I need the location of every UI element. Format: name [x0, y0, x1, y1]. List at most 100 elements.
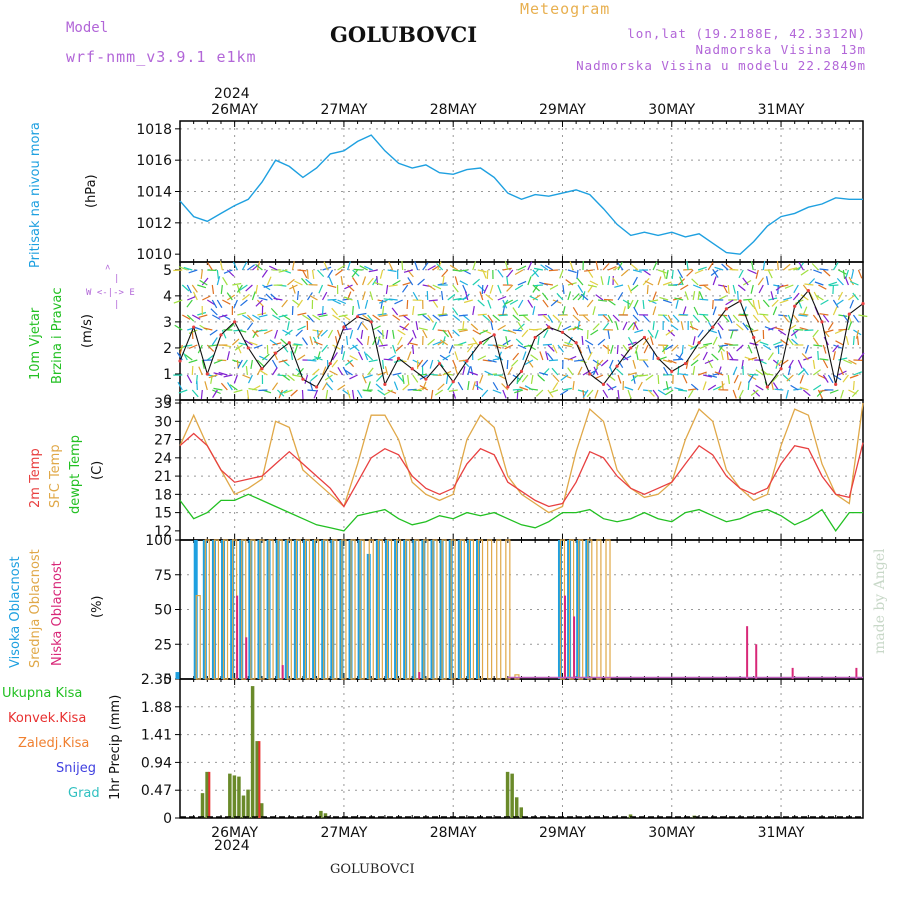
wind-arrow [673, 283, 683, 286]
wind-arrow [248, 341, 258, 346]
wind-arrow [432, 284, 442, 290]
wind-arrow [665, 389, 674, 396]
wind-speed-point [670, 369, 674, 373]
wind-arrow [427, 338, 435, 346]
wind-arrow [432, 314, 441, 321]
wind-arrow [842, 374, 849, 383]
wind-arrow [742, 277, 749, 286]
cloud-mid-bar [487, 539, 493, 680]
wind-arrow [514, 269, 524, 276]
wind-arrow [563, 357, 574, 361]
y-tick-label: 1012 [136, 216, 172, 232]
wind-arrow [541, 292, 549, 301]
wind-arrow [694, 269, 704, 275]
wind-arrow [327, 269, 334, 278]
wind-speed-point [260, 367, 264, 371]
wind-arrow [487, 314, 494, 323]
wind-arrow [855, 329, 860, 339]
wind-arrow [213, 387, 223, 391]
wind-arrow [321, 344, 328, 353]
wind-arrow [412, 306, 415, 316]
wind-arrow [502, 389, 507, 399]
wind-arrow [562, 306, 566, 316]
legend-zaledj-kisa: Zaledj.Kisa [18, 736, 90, 751]
wind-arrow [642, 299, 645, 310]
wind-arrow [835, 340, 844, 346]
wind-speed-point [369, 320, 373, 324]
wind-arrow [226, 292, 233, 301]
wind-arrow [845, 269, 850, 279]
wind-arrow [188, 329, 198, 334]
wind-arrow [767, 352, 774, 361]
wind-arrow [622, 355, 632, 361]
wind-arrow [828, 281, 838, 286]
wind-arrow [547, 389, 554, 398]
wind-arrow [388, 284, 398, 287]
wind-arrow [857, 269, 863, 279]
wind-arrow [727, 352, 734, 361]
wind-speed-point [246, 346, 250, 350]
wind-arrow [762, 344, 772, 351]
y-tick-label: 0.47 [141, 783, 172, 799]
wind-arrow [519, 386, 529, 391]
wind-arrow [838, 314, 848, 317]
wind-arrow [269, 265, 278, 271]
y-tick-label: 1.88 [141, 700, 172, 716]
wind-arrow [188, 359, 198, 364]
wind-arrow [256, 261, 261, 271]
y-tick-label: 12 [154, 524, 172, 540]
wind-arrow [246, 314, 255, 322]
wind-arrow [582, 291, 586, 301]
y-tick-label: 75 [154, 568, 172, 584]
wind-arrow [297, 354, 306, 361]
y-tick-label: 4 [163, 289, 172, 305]
wind-arrow [557, 321, 562, 331]
wind-arrow [382, 306, 385, 316]
cloud-mid-bar [432, 539, 438, 680]
wind-speed-point [424, 377, 428, 381]
wind-arrow [634, 344, 639, 354]
cloud-mid-bar [596, 539, 602, 680]
wind-arrow [712, 306, 717, 316]
wind-arrow [362, 291, 366, 301]
wind-speed-point [779, 367, 783, 371]
wind-arrow [359, 265, 368, 271]
wind-arrow [813, 344, 823, 347]
wind-arrow [412, 359, 422, 365]
watermark: made by Angel [872, 548, 888, 655]
wind-arrow [402, 284, 409, 293]
wind-speed-point [506, 385, 510, 389]
y-tick-label: 2 [163, 341, 172, 357]
cloud-mid-bar [395, 539, 402, 680]
wind-arrow [307, 359, 317, 362]
wind-arrow [439, 354, 449, 361]
wind-speed-point [765, 385, 769, 389]
wind-arrow [832, 344, 839, 353]
wind-arrow [266, 276, 272, 286]
wind-arrow [607, 314, 614, 324]
wind-arrow [477, 269, 487, 273]
wind-arrow [764, 373, 774, 376]
wind-arrow [851, 389, 859, 398]
wind-arrow [391, 307, 399, 316]
wind-arrow [482, 338, 490, 346]
wind-arrow [452, 329, 460, 337]
wind-arrow [518, 314, 528, 317]
wind-arrow [200, 389, 203, 400]
temp-2m-line [179, 432, 864, 508]
wind-arrow [697, 266, 707, 271]
wind-arrow [671, 344, 679, 352]
wind-arrow [259, 369, 268, 376]
wind-arrow [529, 295, 539, 301]
wind-arrow [643, 389, 653, 392]
wind-arrow [511, 359, 519, 367]
wind-arrow [772, 306, 778, 316]
wind-arrow [736, 344, 744, 352]
wind-arrow [458, 329, 468, 333]
wind-arrow [361, 322, 369, 331]
wind-arrow [662, 269, 666, 279]
wind-arrow [852, 292, 859, 301]
wind-arrow [577, 284, 584, 294]
wind-arrow [341, 351, 346, 361]
wind-arrow [242, 293, 250, 301]
